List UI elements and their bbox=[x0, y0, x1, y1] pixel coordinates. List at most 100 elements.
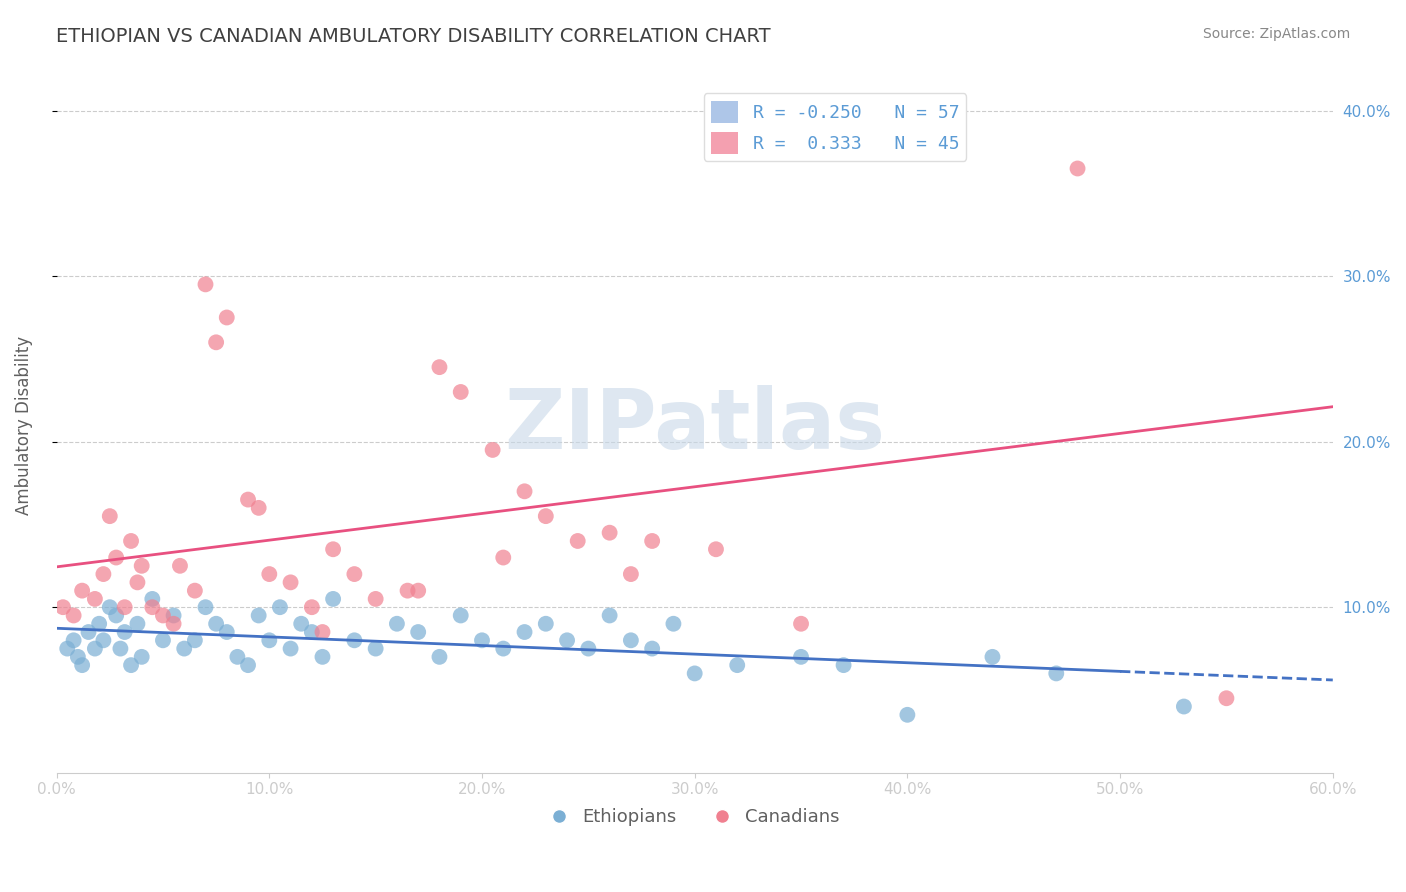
Point bbox=[127, 575, 149, 590]
Point bbox=[450, 608, 472, 623]
Point bbox=[131, 649, 153, 664]
Point bbox=[311, 649, 333, 664]
Text: ZIPatlas: ZIPatlas bbox=[505, 384, 886, 466]
Point bbox=[981, 649, 1004, 664]
Point bbox=[311, 625, 333, 640]
Point bbox=[1215, 691, 1237, 706]
Point bbox=[513, 484, 536, 499]
Point bbox=[114, 600, 136, 615]
Point bbox=[641, 533, 664, 548]
Point bbox=[162, 608, 184, 623]
Point bbox=[1173, 699, 1195, 714]
Point bbox=[62, 633, 84, 648]
Point bbox=[66, 649, 89, 664]
Point bbox=[280, 575, 302, 590]
Point bbox=[364, 591, 387, 606]
Point bbox=[1045, 666, 1067, 681]
Point bbox=[152, 633, 174, 648]
Point bbox=[152, 608, 174, 623]
Point bbox=[385, 616, 408, 631]
Point bbox=[269, 600, 291, 615]
Point bbox=[83, 591, 105, 606]
Point bbox=[704, 542, 727, 557]
Point bbox=[471, 633, 494, 648]
Point bbox=[832, 658, 855, 673]
Point bbox=[215, 310, 238, 325]
Point bbox=[567, 533, 589, 548]
Point bbox=[89, 616, 111, 631]
Point bbox=[492, 550, 515, 565]
Point bbox=[62, 608, 84, 623]
Y-axis label: Ambulatory Disability: Ambulatory Disability bbox=[15, 335, 32, 515]
Point bbox=[406, 625, 429, 640]
Point bbox=[52, 600, 75, 615]
Point bbox=[141, 591, 163, 606]
Point bbox=[620, 567, 643, 582]
Point bbox=[105, 550, 128, 565]
Point bbox=[226, 649, 249, 664]
Point bbox=[236, 658, 259, 673]
Point bbox=[576, 641, 599, 656]
Point bbox=[127, 616, 149, 631]
Point bbox=[599, 525, 621, 540]
Point bbox=[93, 567, 115, 582]
Point bbox=[683, 666, 706, 681]
Point bbox=[120, 533, 142, 548]
Point bbox=[555, 633, 578, 648]
Text: Source: ZipAtlas.com: Source: ZipAtlas.com bbox=[1202, 27, 1350, 41]
Point bbox=[896, 707, 918, 722]
Point bbox=[56, 641, 79, 656]
Point bbox=[236, 492, 259, 507]
Point bbox=[70, 583, 93, 598]
Point bbox=[620, 633, 643, 648]
Point bbox=[429, 649, 451, 664]
Point bbox=[896, 145, 918, 159]
Point bbox=[513, 625, 536, 640]
Point bbox=[599, 608, 621, 623]
Point bbox=[343, 633, 366, 648]
Point bbox=[481, 442, 503, 457]
Point bbox=[77, 625, 100, 640]
Point bbox=[194, 277, 217, 292]
Point bbox=[534, 616, 557, 631]
Point bbox=[290, 616, 312, 631]
Point bbox=[450, 384, 472, 399]
Point bbox=[322, 591, 344, 606]
Point bbox=[173, 641, 195, 656]
Point bbox=[406, 583, 429, 598]
Point bbox=[343, 567, 366, 582]
Point bbox=[396, 583, 419, 598]
Point bbox=[301, 625, 323, 640]
Point bbox=[725, 658, 748, 673]
Point bbox=[98, 509, 121, 524]
Point bbox=[364, 641, 387, 656]
Point bbox=[98, 600, 121, 615]
Point bbox=[70, 658, 93, 673]
Point bbox=[790, 616, 813, 631]
Point bbox=[184, 583, 207, 598]
Point bbox=[114, 625, 136, 640]
Point bbox=[1066, 161, 1088, 176]
Point bbox=[162, 616, 184, 631]
Point bbox=[301, 600, 323, 615]
Point bbox=[184, 633, 207, 648]
Point bbox=[790, 649, 813, 664]
Point bbox=[105, 608, 128, 623]
Point bbox=[641, 641, 664, 656]
Point bbox=[247, 608, 270, 623]
Point bbox=[83, 641, 105, 656]
Point bbox=[141, 600, 163, 615]
Point bbox=[194, 600, 217, 615]
Point bbox=[662, 616, 685, 631]
Point bbox=[120, 658, 142, 673]
Point bbox=[259, 567, 281, 582]
Point bbox=[205, 616, 228, 631]
Point bbox=[492, 641, 515, 656]
Point bbox=[259, 633, 281, 648]
Point bbox=[280, 641, 302, 656]
Point bbox=[247, 500, 270, 515]
Point bbox=[93, 633, 115, 648]
Point bbox=[322, 542, 344, 557]
Point bbox=[215, 625, 238, 640]
Point bbox=[429, 360, 451, 375]
